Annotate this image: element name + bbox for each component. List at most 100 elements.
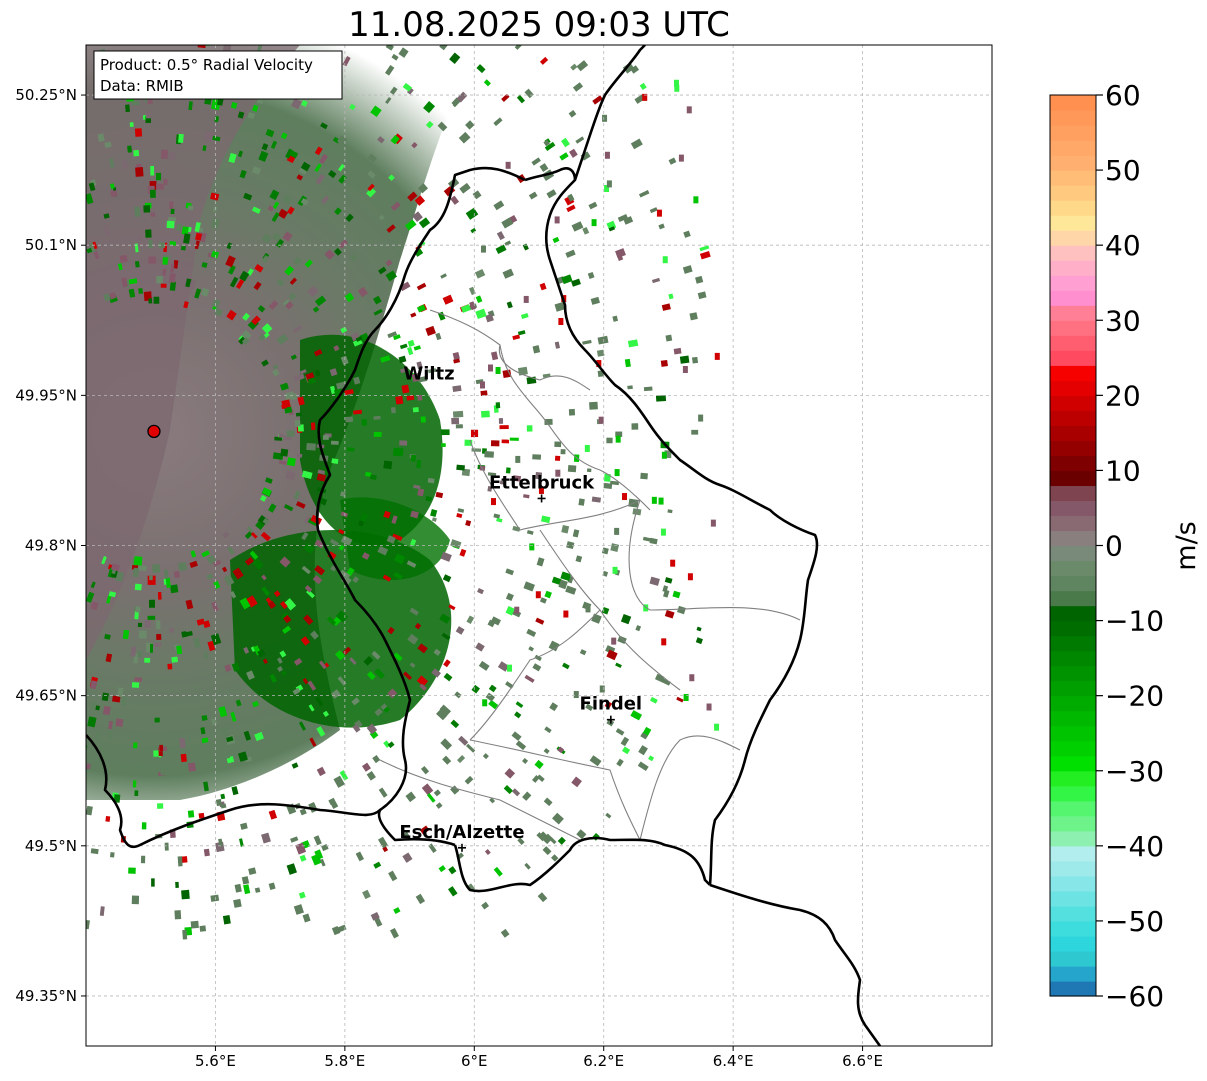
echo-pixel — [210, 192, 220, 201]
echo-pixel — [616, 758, 624, 767]
echo-pixel — [689, 312, 698, 321]
echo-pixel — [512, 475, 522, 482]
echo-pixel — [514, 606, 520, 614]
echo-pixel — [589, 755, 602, 767]
colorbar-tick-label: 50 — [1105, 154, 1141, 187]
echo-pixel — [134, 677, 143, 682]
echo-pixel — [244, 557, 254, 566]
echo-pixel — [481, 410, 490, 418]
echo-pixel — [314, 565, 326, 576]
echo-pixel — [188, 279, 196, 290]
echo-pixel — [293, 657, 303, 666]
colorbar-band — [1050, 275, 1096, 291]
echo-pixel — [456, 91, 468, 103]
echo-pixel — [573, 691, 579, 699]
colorbar-tick-label: 60 — [1105, 79, 1141, 112]
echo-pixel — [349, 253, 358, 262]
echo-pixel — [683, 230, 691, 238]
echo-pixel — [383, 460, 393, 470]
echo-pixel — [298, 167, 307, 175]
colorbar-band — [1050, 350, 1096, 366]
echo-pixel — [484, 451, 494, 458]
city-esch-alzette: Esch/Alzette — [399, 822, 525, 852]
echo-pixel — [565, 585, 577, 595]
echo-pixel — [366, 723, 378, 735]
echo-pixel — [285, 470, 296, 481]
echo-pixel — [569, 148, 578, 158]
echo-pixel — [361, 762, 371, 772]
echo-pixel — [452, 352, 460, 360]
echo-pixel — [108, 591, 117, 598]
echo-pixel — [215, 798, 222, 807]
echo-pixel — [251, 166, 262, 175]
echo-speckles — [86, 45, 720, 940]
echo-pixel — [222, 915, 231, 925]
echo-pixel — [121, 277, 129, 288]
echo-pixel — [248, 867, 257, 875]
info-source: Data: RMIB — [100, 77, 184, 95]
echo-pixel — [293, 325, 303, 333]
echo-pixel — [147, 615, 156, 620]
echo-pixel — [211, 135, 221, 142]
echo-pixel — [502, 369, 512, 378]
echo-pixel — [157, 592, 162, 600]
echo-pixel — [297, 396, 305, 406]
echo-pixel — [638, 190, 650, 198]
echo-pixel — [640, 472, 648, 480]
echo-pixel — [202, 620, 211, 629]
echo-pixel — [427, 368, 437, 374]
echo-pixel — [542, 846, 552, 856]
echo-pixel — [109, 158, 115, 168]
colorbar-tick-label: 10 — [1105, 454, 1141, 487]
echo-pixel — [425, 496, 433, 502]
echo-pixel — [430, 509, 438, 517]
echo-pixel — [226, 242, 233, 250]
echo-pixel — [173, 259, 179, 269]
echo-pixel — [505, 592, 514, 601]
echo-pixel — [441, 443, 446, 447]
echo-pixel — [493, 513, 501, 519]
echo-pixel — [135, 167, 144, 177]
echo-pixel — [302, 913, 311, 923]
echo-pixel — [352, 576, 360, 584]
echo-pixel — [159, 744, 164, 752]
echo-pixel — [503, 785, 513, 795]
echo-pixel — [241, 876, 250, 885]
echo-pixel — [620, 736, 630, 747]
echo-pixel — [660, 528, 666, 536]
colorbar-band — [1050, 875, 1096, 892]
echo-pixel — [257, 305, 266, 313]
echo-pixel — [250, 532, 258, 539]
echo-pixel — [419, 825, 430, 835]
echo-pixel — [409, 662, 416, 668]
echo-pixel — [395, 395, 404, 405]
echo-pixel — [231, 786, 239, 796]
echo-pixel — [167, 663, 173, 670]
echo-pixel — [448, 604, 456, 611]
echo-pixel — [183, 233, 191, 244]
echo-pixel — [237, 111, 245, 119]
echo-pixel — [239, 838, 244, 847]
echo-pixel — [643, 386, 653, 392]
echo-pixel — [162, 257, 168, 265]
echo-pixel — [309, 737, 317, 747]
echo-pixel — [377, 136, 385, 144]
echo-pixel — [239, 169, 247, 179]
echo-pixel — [150, 165, 155, 176]
echo-pixel — [252, 558, 264, 570]
colorbar-band — [1050, 815, 1096, 832]
echo-pixel — [664, 577, 673, 584]
echo-pixel — [710, 519, 716, 527]
echo-pixel — [133, 742, 138, 749]
echo-pixel — [464, 775, 474, 785]
echo-pixel — [251, 206, 261, 214]
echo-pixel — [383, 706, 390, 713]
echo-pixel — [131, 682, 140, 688]
echo-pixel — [282, 299, 291, 307]
echo-pixel — [380, 355, 391, 363]
echo-pixel — [125, 104, 130, 113]
echo-pixel — [278, 433, 284, 438]
echo-pixel — [501, 217, 514, 229]
echo-pixel — [697, 291, 707, 300]
echo-pixel — [90, 848, 99, 855]
